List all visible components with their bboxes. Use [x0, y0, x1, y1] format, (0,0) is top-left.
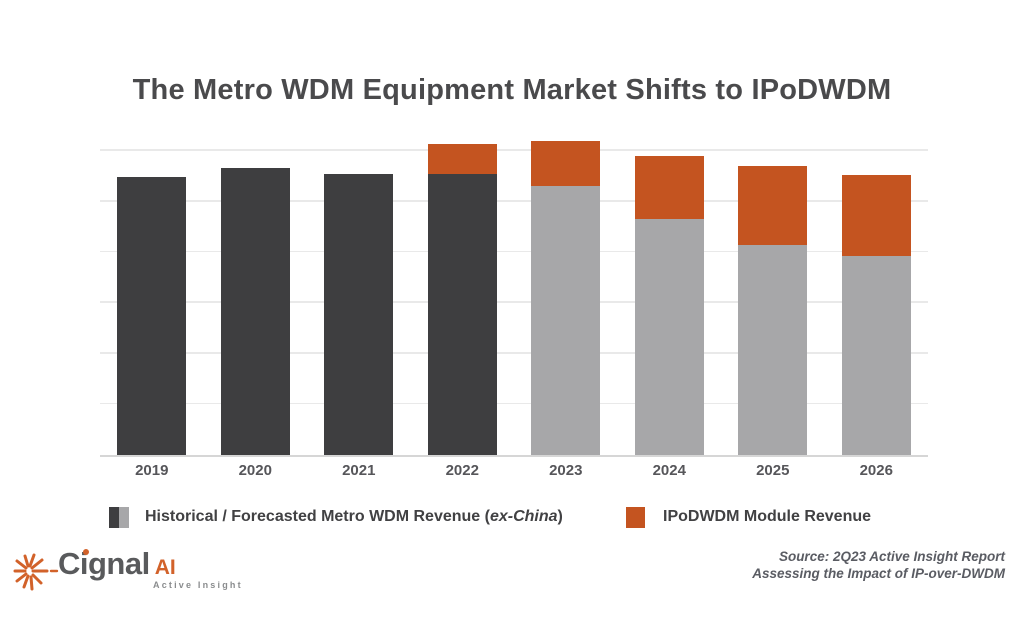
bar-slot-2020	[204, 140, 308, 455]
x-axis-label-2022: 2022	[445, 462, 479, 479]
bar-slot-2025	[721, 140, 825, 455]
bar-segment-metro-2022	[427, 173, 497, 455]
logo-i-dot	[83, 549, 89, 555]
legend-item-metro-wdm: Historical / Forecasted Metro WDM Revenu…	[109, 506, 563, 528]
x-axis-labels: 2019 2020 2021 2022 2023 2024 2025 2026	[100, 462, 928, 479]
starburst-icon	[13, 553, 59, 591]
legend-swatch-forecast-half	[119, 506, 129, 528]
bar-segment-metro-2024	[634, 218, 704, 455]
x-axis-label-2024: 2024	[652, 462, 686, 479]
bar-slot-2019	[100, 140, 204, 455]
bar-group-2025	[738, 166, 808, 455]
legend-label-metro-prefix: Historical / Forecasted Metro WDM Revenu…	[145, 508, 490, 525]
bar-group-2022	[427, 144, 497, 455]
bar-group-2021	[324, 174, 394, 455]
bar-segment-metro-2019	[117, 177, 187, 455]
gridline	[100, 352, 928, 354]
legend-label-ipodwdm: IPoDWDM Module Revenue	[663, 508, 872, 525]
logo-tagline: Active Insight	[153, 580, 243, 590]
plot-area	[100, 140, 928, 457]
bar-segment-metro-2021	[324, 174, 394, 455]
gridline	[100, 301, 928, 303]
bar-group-2024	[634, 155, 704, 455]
legend-label-metro-italic: ex-China	[489, 508, 558, 525]
legend-label-metro-wdm: Historical / Forecasted Metro WDM Revenu…	[145, 508, 563, 526]
gridline	[100, 200, 928, 202]
gridline	[100, 250, 928, 253]
logo-word-text: Cignal	[58, 546, 150, 581]
x-axis-label-2025: 2025	[756, 462, 790, 479]
source-line-1: Source: 2Q23 Active Insight Report	[778, 549, 1005, 564]
bar-segment-ipodwdm-2022	[427, 144, 497, 174]
bar-slot-2026	[825, 140, 929, 455]
source-line-2: Assessing the Impact of IP-over-DWDM	[752, 566, 1005, 581]
bar-segment-ipodwdm-2023	[531, 141, 601, 187]
bar-segment-ipodwdm-2025	[738, 166, 808, 246]
legend-swatch-historical-half	[109, 506, 119, 528]
legend-swatch-ipodwdm	[626, 506, 645, 528]
bar-segment-metro-2023	[531, 186, 601, 455]
x-axis-label-2023: 2023	[549, 462, 583, 479]
logo-word-cignal: Cignal	[58, 546, 150, 581]
bar-segment-metro-2026	[841, 256, 911, 455]
legend-item-ipodwdm: IPoDWDM Module Revenue	[626, 506, 871, 528]
bar-slot-2022	[411, 140, 515, 455]
logo-text: Cignal AI Active Insight	[58, 546, 241, 590]
logo-ai-text: AI	[154, 556, 176, 579]
bar-slot-2021	[307, 140, 411, 455]
x-axis-label-2020: 2020	[238, 462, 272, 479]
chart-title: The Metro WDM Equipment Market Shifts to…	[132, 74, 892, 106]
bar-group-2026	[841, 175, 911, 455]
bar-slot-2023	[514, 140, 618, 455]
bar-group-2020	[220, 168, 290, 455]
legend: Historical / Forecasted Metro WDM Revenu…	[0, 506, 1024, 530]
source-attribution: Source: 2Q23 Active Insight Report Asses…	[752, 548, 1005, 582]
x-axis-label-2026: 2026	[859, 462, 893, 479]
bar-slot-2024	[618, 140, 722, 455]
bar-segment-ipodwdm-2024	[634, 155, 704, 219]
cignal-ai-logo: Cignal AI Active Insight	[13, 546, 241, 598]
bar-segment-metro-2025	[738, 245, 808, 455]
bar-segment-ipodwdm-2026	[841, 175, 911, 257]
bar-segment-metro-2020	[220, 168, 290, 455]
bar-group-2019	[117, 177, 187, 455]
gridline	[100, 402, 928, 405]
legend-swatch-historical-forecast	[109, 506, 129, 528]
legend-label-metro-suffix: )	[557, 508, 563, 525]
x-axis-label-2021: 2021	[342, 462, 376, 479]
bars-row	[100, 140, 928, 455]
x-axis-label-2019: 2019	[135, 462, 169, 479]
bar-group-2023	[531, 141, 601, 455]
gridline	[100, 149, 928, 151]
